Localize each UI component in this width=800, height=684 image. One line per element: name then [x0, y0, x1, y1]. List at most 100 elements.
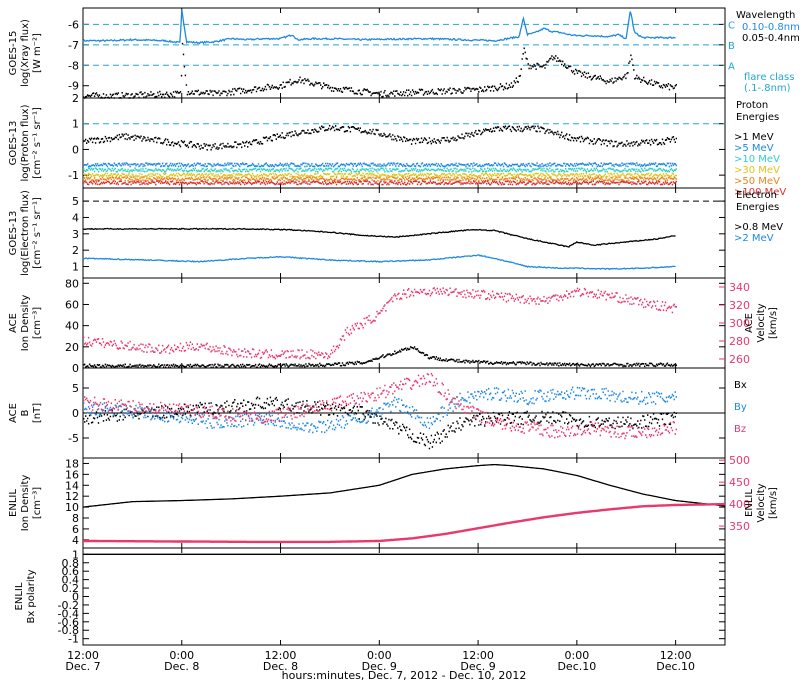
x-tick-label: 0:00 — [564, 649, 589, 662]
legend-entry: Bx — [734, 380, 747, 391]
y2-axis-label: Velocity — [756, 483, 767, 522]
y-axis-label: GOES-15 — [8, 31, 19, 76]
y-tick-label: 4 — [72, 534, 79, 547]
series--100-mev — [83, 180, 677, 186]
y-tick-label: 40 — [65, 320, 79, 333]
y-axis-label: ENLIL — [14, 582, 25, 610]
series--5-mev — [83, 162, 677, 168]
series-0-05-0-4nm — [83, 42, 677, 99]
y-axis-label: ACE — [8, 313, 19, 333]
y-tick-label: 0 — [72, 591, 79, 604]
y-axis-label: GOES-13 — [8, 211, 19, 256]
y2-axis-label: ENLIL — [744, 489, 755, 517]
y-tick-label: 18 — [65, 457, 79, 470]
series--2-mev — [82, 254, 676, 271]
x-tick-label: 12:00 — [660, 649, 692, 662]
series-ion-density — [83, 346, 677, 369]
series--10-mev — [83, 167, 677, 173]
x-axis-title: hours:minutes, Dec. 7, 2012 - Dec. 10, 2… — [282, 669, 527, 680]
y2-axis-label: ACE — [744, 313, 755, 333]
legend-entry: >1 MeV — [734, 132, 774, 143]
y-tick-label: 5 — [72, 195, 79, 208]
y-axis-label: [cm⁻² s⁻¹ sr⁻¹] — [32, 197, 43, 269]
y-axis-label: log(Electron flux) — [20, 190, 31, 276]
legend-title: Energies — [736, 202, 779, 213]
legend-title: Energies — [736, 112, 779, 123]
panel-proton: 2 1 0 -1 GOES-13 log(Proton flux) [cm⁻² s⁻¹ sr… — [8, 92, 786, 198]
y2-tick-label: 300 — [729, 317, 750, 330]
y-tick-label: 0.6 — [62, 565, 80, 578]
y-tick-label: -5 — [68, 432, 79, 445]
legend-title: Wavelength — [736, 10, 795, 21]
panel-electron: 5 4 3 2 1 GOES-13 log(Electron flux) [cm⁻² s⁻¹ … — [8, 187, 783, 279]
y-tick-label: 2 — [72, 92, 79, 105]
y-tick-label: 0.4 — [62, 574, 80, 587]
y2-tick-label: 340 — [729, 281, 750, 294]
legend-entry: >30 MeV — [734, 165, 780, 176]
y-tick-label: 20 — [65, 341, 79, 354]
x-tick-label: 12:00 — [265, 649, 297, 662]
flare-class-label: C — [728, 20, 735, 31]
y-tick-label: 12 — [65, 490, 79, 503]
x-tick-date: Dec. 9 — [362, 660, 397, 673]
y-tick-label: -1 — [68, 633, 79, 646]
y-axis-label: [cm⁻³] — [32, 307, 43, 339]
panel-frame — [82, 277, 726, 369]
y2-tick-label: 350 — [729, 520, 750, 533]
legend-entry: >0.8 MeV — [734, 222, 783, 233]
y-axis-label: [cm⁻³] — [32, 487, 43, 519]
flare-class-label: A — [728, 61, 735, 72]
y-axis-label: B — [20, 409, 31, 416]
y-axis-label: ACE — [8, 403, 19, 423]
y2-tick-label: 400 — [729, 498, 750, 511]
legend-entry: >5 MeV — [734, 143, 774, 154]
series-bz — [83, 372, 677, 440]
panel-frame — [82, 457, 726, 549]
series-velocity — [83, 287, 677, 360]
series-ion-density — [82, 463, 726, 508]
legend-entry: 0.10-0.8nm — [742, 22, 800, 33]
series--50-mev — [83, 176, 677, 182]
series-bx — [83, 396, 677, 450]
legend-title: Proton — [736, 100, 768, 111]
y-axis-label: Ion Density — [20, 295, 31, 352]
y-tick-label: -0.4 — [58, 607, 79, 620]
series--0-8-mev — [82, 227, 676, 248]
y-tick-label: 5 — [72, 382, 79, 395]
y2-tick-label: 280 — [729, 335, 750, 348]
x-tick-label: 12:00 — [67, 649, 99, 662]
y-tick-label: -8 — [68, 59, 79, 72]
y-axis-label: GOES-13 — [8, 121, 19, 166]
legend-entry: 0.05-0.4nm — [742, 33, 800, 44]
series--1-mev — [83, 124, 677, 151]
legend-ace_b: Bx By Bz — [734, 380, 747, 435]
y-axis-label: [cm⁻² s⁻¹ sr⁻¹] — [32, 107, 43, 179]
y-tick-label: 6 — [72, 523, 79, 536]
y2-tick-label: 500 — [729, 454, 750, 467]
legend-entry: >50 MeV — [734, 176, 780, 187]
flare-class-label: B — [728, 41, 735, 52]
y2-tick-label: 450 — [729, 476, 750, 489]
legend-note: flare class — [744, 72, 794, 83]
legend-entry: By — [734, 402, 747, 413]
y-tick-label: 1 — [72, 548, 79, 561]
y-tick-label: 16 — [65, 468, 79, 481]
x-tick-label: 0:00 — [367, 649, 392, 662]
panel-ace_b: 5 0 -5 ACE B [nT] Bx By Bz — [8, 367, 747, 459]
y-tick-label: -0.6 — [58, 616, 79, 629]
y-tick-label: 8 — [72, 512, 79, 525]
y-axis-label: log(Proton flux) — [20, 104, 31, 181]
y-tick-label: 3 — [72, 228, 79, 241]
y-tick-label: 0.8 — [62, 557, 80, 570]
legend-entry: >2 MeV — [734, 233, 774, 244]
legend-note: (.1-.8nm) — [744, 83, 791, 94]
y-tick-label: 14 — [65, 479, 79, 492]
series-velocity — [83, 502, 725, 544]
x-tick-label: 0:00 — [169, 649, 194, 662]
